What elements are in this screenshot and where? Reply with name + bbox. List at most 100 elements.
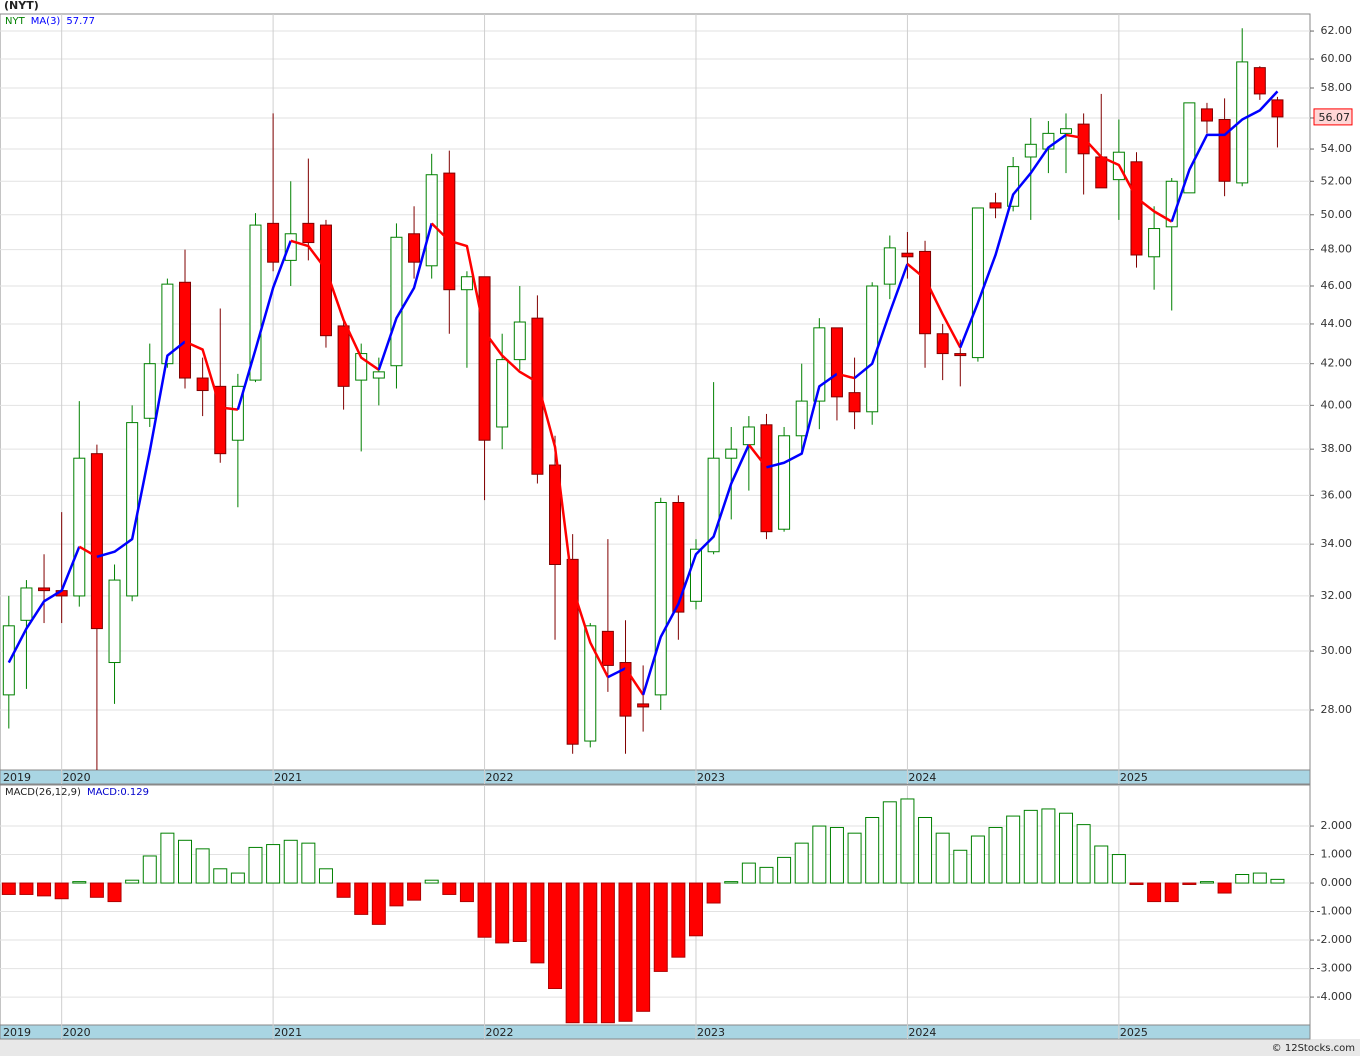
candle-body — [1130, 161, 1143, 256]
candle-body — [90, 453, 103, 630]
candle-body — [496, 359, 509, 428]
candle-body — [284, 233, 297, 261]
candle-body — [1271, 99, 1284, 118]
histogram-bar — [653, 882, 668, 972]
candle-body — [760, 424, 773, 533]
candle-body — [989, 202, 1002, 209]
y-tick-label: 32.00 — [1321, 589, 1353, 602]
histogram-bar — [794, 842, 809, 884]
histogram-bar — [354, 882, 369, 915]
y-tick-label: 46.00 — [1321, 279, 1353, 292]
histogram-bar — [1094, 845, 1109, 884]
histogram-bar — [213, 868, 228, 884]
candle-body — [1183, 102, 1196, 194]
histogram-bar — [1023, 809, 1038, 884]
chart-title: (NYT) — [4, 0, 39, 12]
candle-body — [267, 222, 280, 263]
candle-body — [901, 252, 914, 258]
histogram-bar — [583, 882, 598, 1024]
histogram-bar — [970, 835, 985, 884]
histogram-bar — [1006, 815, 1021, 884]
y-tick-label: 0.000 — [1321, 876, 1353, 889]
candle-body — [566, 558, 579, 745]
y-tick-label: 44.00 — [1321, 317, 1353, 330]
moving-average-line — [377, 223, 433, 371]
candle-body — [919, 250, 932, 335]
legend-label: MA(3) — [31, 16, 61, 27]
x-tick-label: 2021 — [274, 771, 302, 784]
y-tick-label: 28.00 — [1321, 703, 1353, 716]
candle-body — [108, 579, 121, 664]
histogram-bar — [865, 816, 880, 884]
candle-body — [1060, 128, 1073, 134]
x-tick-label: 2022 — [486, 1026, 514, 1039]
histogram-bar — [1147, 882, 1162, 903]
candle-body — [813, 327, 826, 402]
candle-body — [161, 283, 174, 365]
histogram-bar — [548, 882, 563, 990]
candle-body — [460, 276, 473, 291]
candle-body — [143, 363, 156, 419]
histogram-bar — [195, 848, 210, 884]
histogram-bar — [407, 882, 422, 901]
candle-body — [73, 457, 86, 597]
histogram-bar — [1270, 878, 1285, 884]
candle-body — [795, 400, 808, 437]
legend-value: 0.129 — [120, 787, 149, 798]
histogram-bar — [618, 882, 633, 1022]
legend-value: 57.77 — [66, 16, 95, 27]
candle-body — [549, 464, 562, 565]
candle-body — [707, 457, 720, 553]
histogram-bar — [72, 881, 87, 884]
histogram-bar — [54, 882, 69, 900]
x-tick-label: 2020 — [63, 1026, 91, 1039]
histogram-bar — [530, 882, 545, 964]
candle-body — [179, 281, 192, 379]
legend-symbol: NYT — [5, 16, 26, 27]
legend-label: MACD — [87, 787, 117, 798]
histogram-bar — [107, 882, 122, 903]
histogram-bar — [459, 882, 474, 903]
moving-average-line — [1065, 133, 1173, 223]
moving-average-line — [1170, 90, 1279, 223]
x-tick-label: 2019 — [3, 771, 31, 784]
histogram-bar — [812, 825, 827, 884]
y-tick-label: -3.000 — [1317, 962, 1352, 975]
x-tick-label: 2021 — [274, 1026, 302, 1039]
candle-body — [513, 321, 526, 361]
candle-body — [408, 233, 421, 263]
moving-average-line — [96, 340, 186, 559]
histogram-bar — [160, 832, 175, 884]
candle-body — [1200, 108, 1213, 122]
candle-body — [337, 325, 350, 387]
candle-body — [319, 224, 332, 337]
histogram-bar — [1164, 882, 1179, 903]
moving-average-line — [836, 372, 855, 380]
candle-body — [848, 392, 861, 413]
footer-bar — [0, 1039, 1360, 1056]
histogram-bar — [918, 816, 933, 884]
legend-separator: : — [117, 787, 120, 798]
candle-body — [584, 625, 597, 742]
histogram-bar — [1217, 882, 1232, 894]
histogram-bar — [371, 882, 386, 925]
histogram-bar — [1076, 824, 1091, 884]
moving-average-line — [607, 667, 627, 679]
candle-body — [372, 371, 385, 379]
candle-body — [390, 236, 403, 367]
moving-average-line — [7, 546, 81, 664]
last-price-label: 56.07 — [1319, 111, 1351, 124]
candle-body — [742, 426, 755, 446]
moving-average-line — [624, 667, 645, 696]
histogram-bar — [847, 832, 862, 884]
moving-average-line — [853, 263, 909, 380]
histogram-bar — [935, 832, 950, 884]
y-tick-label: 36.00 — [1321, 488, 1353, 501]
histogram-bar — [777, 856, 792, 884]
x-tick-label: 2019 — [3, 1026, 31, 1039]
histogram-bar — [1129, 882, 1144, 885]
histogram-bar — [1199, 881, 1214, 884]
moving-average-line — [766, 372, 838, 469]
y-tick-label: 52.00 — [1321, 174, 1353, 187]
